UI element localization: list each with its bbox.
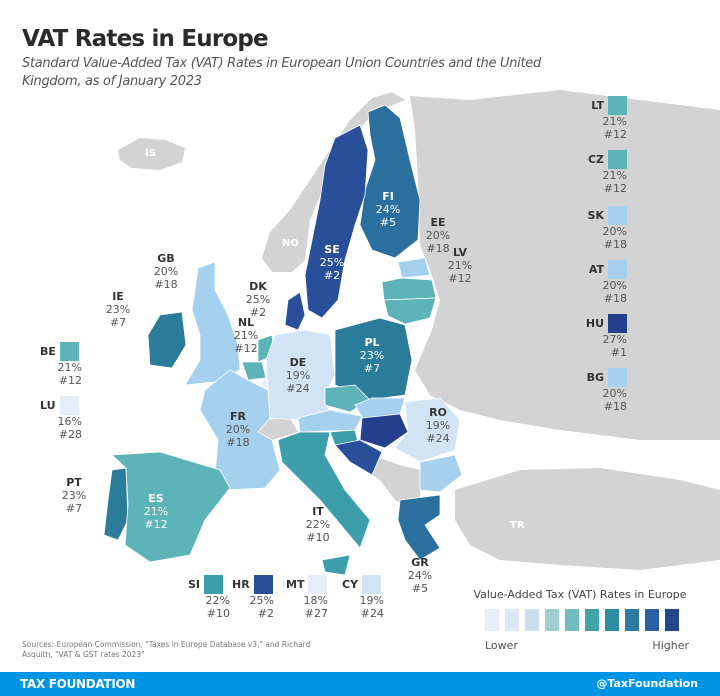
country-sweden (304, 124, 369, 319)
color-swatch (608, 150, 627, 169)
page-title: VAT Rates in Europe (22, 26, 269, 52)
color-swatch (608, 96, 627, 115)
legend-swatch-7 (605, 609, 619, 631)
turkey-label: TR (510, 520, 525, 531)
callout-bg: BG 20% #18 (575, 368, 627, 413)
norway-label: NO (282, 238, 299, 249)
country-croatia (334, 439, 383, 476)
label-ro: RO 19% #24 (425, 406, 451, 445)
legend-swatch-10 (665, 609, 679, 631)
label-pl: PL 23% #7 (359, 336, 385, 375)
legend-swatch-2 (505, 609, 519, 631)
color-swatch (204, 575, 224, 594)
legend-swatch-8 (625, 609, 639, 631)
label-pt: PT 23% #7 (61, 476, 87, 515)
callout-hu: HU 27% #1 (575, 314, 627, 359)
legend-title: Value-Added Tax (VAT) Rates in Europe (473, 588, 687, 601)
country-norway (262, 92, 405, 272)
color-swatch (608, 260, 627, 279)
callout-hr: HR 25% #2 (232, 575, 274, 620)
callout-sk: SK 20% #18 (575, 206, 627, 251)
country-balkans (365, 455, 420, 505)
label-gr: GR 24% #5 (407, 556, 433, 595)
country-greece (397, 494, 441, 561)
country-finland (359, 104, 421, 259)
country-denmark (284, 291, 306, 331)
color-swatch (59, 396, 79, 415)
country-iceland (118, 138, 185, 170)
legend-low-label: Lower (485, 639, 518, 652)
color-swatch (362, 575, 382, 594)
color-swatch (253, 575, 273, 594)
label-se: SE 25% #2 (319, 243, 345, 282)
page-subtitle: Standard Value-Added Tax (VAT) Rates in … (22, 56, 541, 89)
footer-handle[interactable]: @TaxFoundation (596, 677, 698, 690)
label-gb: GB 20% #18 (153, 252, 179, 291)
label-fi: FI 24% #5 (375, 190, 401, 229)
legend-swatch-6 (585, 609, 599, 631)
footer-bar: TAX FOUNDATION @TaxFoundation (0, 672, 720, 696)
callout-lt: LT 21% #12 (575, 96, 627, 141)
country-bulgaria (419, 454, 463, 493)
callout-at: AT 20% #18 (575, 260, 627, 305)
color-swatch (608, 314, 627, 333)
country-romania (394, 397, 461, 463)
legend-swatch-4 (545, 609, 559, 631)
legend-swatch-3 (525, 609, 539, 631)
color-swatch (608, 368, 627, 387)
europe-map (103, 90, 720, 576)
country-portugal (103, 467, 129, 541)
country-hungary (359, 413, 409, 449)
callout-cy: CY 19% #24 (342, 575, 384, 620)
label-dk: DK 25% #2 (245, 280, 271, 319)
callout-cz: CZ 21% #12 (575, 150, 627, 195)
country-lithuania (383, 297, 437, 325)
legend-swatch-1 (485, 609, 499, 631)
label-it: IT 22% #10 (305, 505, 331, 544)
iceland-label: IS (145, 148, 156, 159)
sources-note: Sources: European Commission, "Taxes in … (22, 640, 311, 659)
country-belgium (241, 361, 267, 381)
label-ee: EE 20% #18 (425, 216, 451, 255)
country-france (199, 369, 281, 491)
legend-swatch-9 (645, 609, 659, 631)
legend-swatch-5 (565, 609, 579, 631)
label-de: DE 19% #24 (285, 356, 311, 395)
callout-si: SI 22% #10 (188, 575, 230, 620)
callout-mt: MT 18% #27 (286, 575, 328, 620)
legend-high-label: Higher (652, 639, 689, 652)
country-russia-east (410, 90, 720, 440)
country-spain (111, 451, 231, 563)
label-es: ES 21% #12 (143, 492, 169, 531)
country-estonia (397, 257, 431, 279)
country-italy-sicily (321, 554, 351, 576)
callout-lu: LU 16% #28 (40, 396, 82, 441)
color-swatch (608, 206, 627, 225)
country-turkey (455, 468, 720, 570)
footer-brand: TAX FOUNDATION (20, 677, 136, 691)
label-lv: LV 21% #12 (447, 246, 473, 285)
country-switzerland (258, 418, 298, 440)
color-swatch (59, 342, 79, 361)
label-fr: FR 20% #18 (225, 410, 251, 449)
label-ie: IE 23% #7 (105, 290, 131, 329)
country-ireland (147, 311, 187, 369)
color-swatch (308, 575, 328, 594)
label-nl: NL 21% #12 (233, 316, 259, 355)
country-austria (297, 409, 363, 433)
color-legend: Value-Added Tax (VAT) Rates in Europe Lo… (465, 588, 695, 652)
country-italy (277, 431, 371, 549)
legend-scale (485, 609, 695, 631)
callout-be: BE 21% #12 (40, 342, 82, 387)
country-latvia (381, 277, 437, 301)
